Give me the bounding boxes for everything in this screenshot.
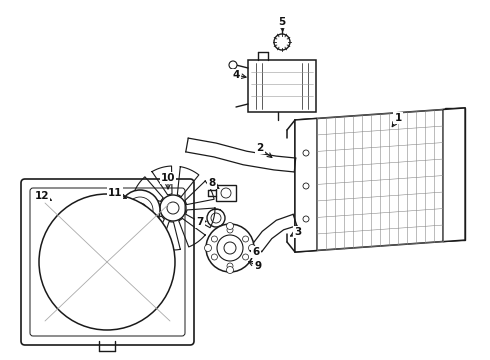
Text: 12: 12 [35, 191, 49, 201]
Circle shape [303, 216, 309, 222]
Circle shape [226, 222, 234, 230]
Circle shape [303, 150, 309, 156]
Text: 4: 4 [232, 70, 240, 80]
Circle shape [211, 213, 221, 223]
Circle shape [227, 227, 233, 233]
Circle shape [204, 244, 212, 252]
Circle shape [303, 183, 309, 189]
Circle shape [243, 236, 248, 242]
Circle shape [39, 194, 175, 330]
Circle shape [211, 236, 218, 242]
Circle shape [227, 263, 233, 269]
Polygon shape [295, 118, 317, 252]
Text: 7: 7 [196, 217, 204, 227]
Circle shape [217, 235, 243, 261]
Circle shape [221, 188, 231, 198]
Circle shape [137, 207, 143, 213]
Circle shape [207, 209, 225, 227]
Circle shape [160, 195, 186, 221]
Circle shape [226, 266, 234, 274]
Polygon shape [443, 108, 465, 242]
Circle shape [211, 254, 218, 260]
Polygon shape [445, 108, 465, 240]
Polygon shape [295, 108, 465, 252]
Text: 9: 9 [254, 261, 262, 271]
Text: 2: 2 [256, 143, 264, 153]
Circle shape [206, 224, 254, 272]
Text: 6: 6 [252, 247, 260, 257]
Text: 1: 1 [394, 113, 402, 123]
Text: 3: 3 [294, 227, 302, 237]
Text: 8: 8 [208, 178, 216, 188]
Circle shape [120, 190, 160, 230]
Circle shape [274, 34, 290, 50]
Text: 10: 10 [161, 173, 175, 183]
Text: 11: 11 [108, 188, 122, 198]
Circle shape [243, 254, 248, 260]
Circle shape [167, 202, 179, 214]
Circle shape [229, 61, 237, 69]
Polygon shape [248, 60, 316, 112]
Text: 5: 5 [278, 17, 286, 27]
Circle shape [133, 203, 147, 217]
Polygon shape [216, 185, 236, 201]
Circle shape [224, 242, 236, 254]
Circle shape [248, 244, 255, 252]
Circle shape [127, 197, 153, 223]
